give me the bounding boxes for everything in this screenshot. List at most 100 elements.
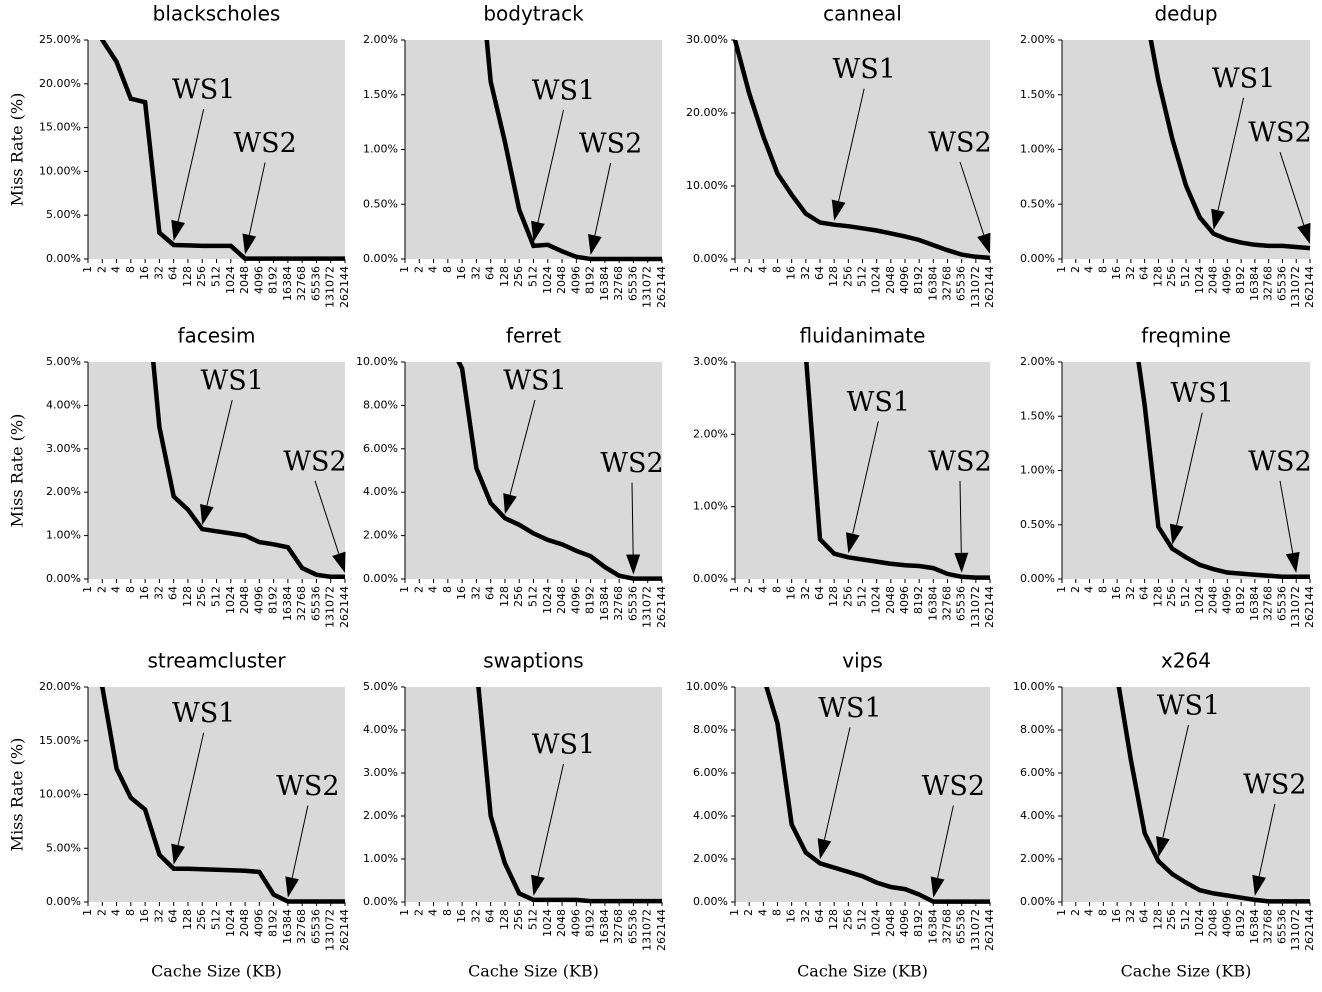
x-tick-label: 256 [841, 909, 854, 930]
y-tick-label: 2.00% [363, 33, 398, 46]
x-tick-label: 32 [152, 266, 165, 280]
plot-background [88, 362, 345, 579]
plot-background [735, 40, 990, 259]
x-tick-label: 512 [1179, 586, 1192, 607]
x-tick-label: 2 [95, 909, 108, 916]
x-tick-label: 131072 [324, 909, 337, 951]
x-tick-label: 8 [1096, 909, 1109, 916]
y-tick-label: 4.00% [363, 723, 398, 736]
x-tick-label: 32 [1124, 586, 1137, 600]
x-tick-label: 1024 [870, 266, 883, 294]
data-line [484, 40, 662, 262]
y-tick-label: 1.00% [46, 529, 81, 542]
x-tick-label: 32 [469, 266, 482, 280]
annotation-label: WS2 [600, 448, 663, 479]
arrow-head [531, 220, 545, 242]
x-tick-label: 256 [512, 586, 525, 607]
plot-background [1062, 40, 1310, 259]
x-tick-label: 1 [1055, 266, 1068, 273]
x-tick-label: 8192 [1234, 266, 1247, 294]
y-tick-label: 2.00% [693, 427, 728, 440]
x-tick-label: 512 [210, 909, 223, 930]
y-tick-label: 10.00% [39, 164, 81, 177]
x-tick-label: 32768 [612, 586, 625, 621]
annotation-label: WS1 [847, 387, 910, 418]
x-tick-label: 262144 [655, 586, 668, 628]
chart-title: streamcluster [147, 649, 286, 673]
y-tick-label: 0.00% [363, 252, 398, 265]
x-tick-label: 4096 [898, 586, 911, 614]
y-tick-label: 0.50% [363, 197, 398, 210]
x-tick-label: 262144 [983, 266, 996, 308]
arrow-head [200, 504, 214, 526]
x-tick-label: 32768 [941, 909, 954, 944]
x-tick-label: 2048 [1207, 586, 1220, 614]
x-tick-label: 16384 [1248, 909, 1261, 944]
y-tick-label: 0.00% [1020, 252, 1055, 265]
y-tick-label: 2.00% [1020, 33, 1055, 46]
plot-background [88, 40, 345, 259]
y-tick-label: 10.00% [686, 179, 728, 192]
x-axis-label: Cache Size (KB) [151, 962, 282, 981]
x-tick-label: 4 [427, 909, 440, 916]
annotation-label: WS1 [503, 366, 566, 397]
x-tick-label: 2048 [238, 909, 251, 937]
annotation-label: WS2 [1248, 446, 1311, 477]
plot-background [735, 362, 990, 579]
y-tick-label: 15.00% [39, 121, 81, 134]
x-tick-label: 262144 [655, 909, 668, 951]
y-axis-label: Miss Rate (%) [8, 93, 27, 207]
x-tick-label: 16 [785, 909, 798, 923]
x-tick-label: 1 [728, 909, 741, 916]
x-tick-label: 4096 [252, 266, 265, 294]
arrow-head [817, 838, 832, 860]
y-tick-label: 0.00% [693, 252, 728, 265]
arrow-head [1211, 208, 1225, 230]
arrow-head [845, 532, 860, 554]
x-tick-label: 2048 [238, 586, 251, 614]
x-tick-label: 65536 [1275, 266, 1288, 301]
x-tick-label: 32 [799, 586, 812, 600]
y-tick-label: 0.00% [1020, 572, 1055, 585]
x-tick-label: 8 [441, 586, 454, 593]
x-tick-label: 32 [152, 586, 165, 600]
x-tick-label: 1024 [1193, 266, 1206, 294]
annotation-arrow [1176, 412, 1203, 526]
x-tick-label: 32768 [295, 586, 308, 621]
x-tick-label: 128 [181, 266, 194, 287]
y-tick-label: 4.00% [693, 809, 728, 822]
y-tick-label: 1.50% [1020, 88, 1055, 101]
y-tick-label: 4.00% [46, 398, 81, 411]
x-tick-label: 131072 [969, 909, 982, 951]
y-tick-label: 10.00% [1013, 680, 1055, 693]
x-tick-label: 64 [813, 266, 826, 280]
x-tick-label: 65536 [1275, 909, 1288, 944]
x-tick-label: 16 [1110, 266, 1123, 280]
x-tick-label: 8 [771, 909, 784, 916]
annotation-label: WS1 [1157, 691, 1220, 722]
x-tick-label: 131072 [641, 909, 654, 951]
annotation-arrow [1217, 97, 1245, 211]
annotation-arrow [838, 88, 865, 202]
x-tick-label: 1024 [224, 909, 237, 937]
x-tick-label: 1 [398, 266, 411, 273]
x-tick-label: 2 [742, 586, 755, 593]
x-tick-label: 1024 [870, 909, 883, 937]
x-tick-label: 512 [1179, 909, 1192, 930]
x-tick-label: 131072 [1289, 586, 1302, 628]
annotation-arrow [537, 109, 564, 223]
annotation-label: WS2 [928, 446, 991, 477]
y-tick-label: 20.00% [39, 680, 81, 693]
x-tick-label: 8 [124, 909, 137, 916]
y-axis-label: Miss Rate (%) [8, 738, 27, 852]
arrow-head [285, 876, 299, 898]
x-tick-label: 16 [138, 909, 151, 923]
x-tick-label: 16 [1110, 909, 1123, 923]
annotation-arrow [1279, 480, 1294, 554]
x-tick-label: 4 [110, 266, 123, 273]
x-tick-label: 16 [785, 586, 798, 600]
x-tick-label: 128 [498, 586, 511, 607]
x-tick-label: 2048 [1207, 266, 1220, 294]
x-tick-label: 262144 [1303, 266, 1316, 308]
x-tick-label: 64 [167, 586, 180, 600]
